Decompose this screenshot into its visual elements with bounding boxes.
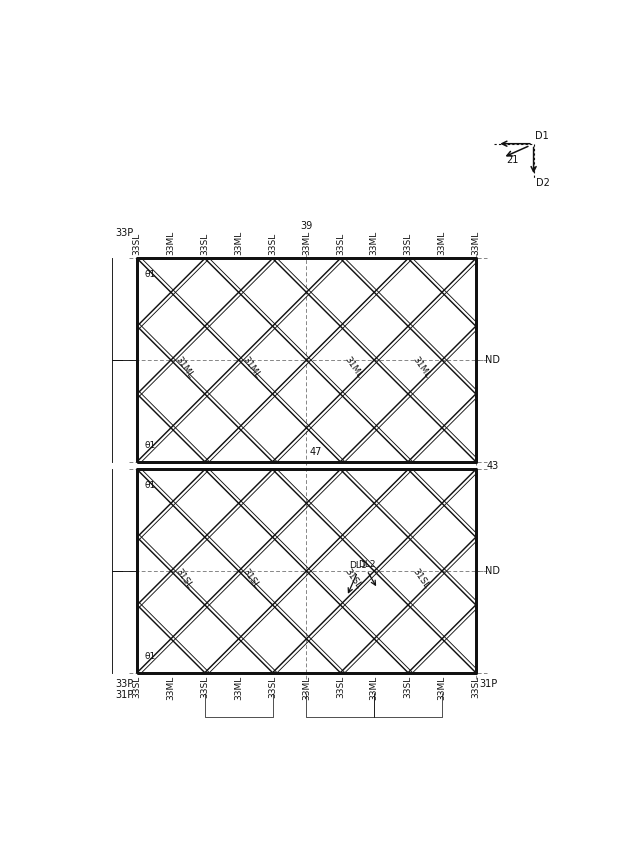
- Text: 31ML: 31ML: [410, 355, 431, 380]
- Text: 33SL: 33SL: [200, 233, 209, 255]
- Text: 33ML: 33ML: [302, 231, 311, 255]
- Text: θ1: θ1: [145, 481, 156, 490]
- Text: ND: ND: [485, 355, 500, 365]
- Text: 47: 47: [310, 447, 322, 457]
- Text: θ1: θ1: [145, 441, 156, 450]
- Text: D1: D1: [535, 131, 549, 141]
- Text: 33SL: 33SL: [132, 676, 141, 698]
- Text: 31SL: 31SL: [173, 567, 193, 591]
- Text: 33SL: 33SL: [471, 676, 481, 698]
- Text: 31ML: 31ML: [241, 355, 262, 380]
- Text: 33P: 33P: [116, 228, 134, 238]
- Text: 33ML: 33ML: [438, 676, 447, 700]
- Text: 31SL: 31SL: [241, 567, 261, 591]
- Text: 33ML: 33ML: [370, 231, 379, 255]
- Text: D2: D2: [536, 178, 550, 187]
- Text: 33ML: 33ML: [234, 676, 243, 700]
- Text: 33ML: 33ML: [302, 676, 311, 700]
- Text: 33SL: 33SL: [268, 676, 277, 698]
- Text: 31SL: 31SL: [342, 567, 363, 591]
- Text: 33ML: 33ML: [166, 676, 175, 700]
- Text: 33P: 33P: [116, 679, 134, 688]
- Text: 31ML: 31ML: [342, 355, 364, 380]
- Text: 33SL: 33SL: [200, 676, 209, 698]
- Text: 33ML: 33ML: [166, 231, 175, 255]
- Text: ND: ND: [485, 566, 500, 576]
- Text: 33ML: 33ML: [471, 231, 481, 255]
- Text: θ1: θ1: [145, 652, 156, 661]
- Text: 33SL: 33SL: [132, 233, 141, 255]
- Text: θ1: θ1: [145, 270, 156, 279]
- Text: 33SL: 33SL: [268, 233, 277, 255]
- Text: 31P: 31P: [479, 679, 497, 688]
- Text: 43: 43: [486, 460, 499, 471]
- Text: 31ML: 31ML: [173, 355, 195, 380]
- Text: 31P: 31P: [116, 689, 134, 700]
- Text: 33SL: 33SL: [336, 233, 345, 255]
- Text: 33ML: 33ML: [370, 676, 379, 700]
- Text: 39: 39: [300, 220, 312, 231]
- Text: 33SL: 33SL: [404, 676, 413, 698]
- Text: 33SL: 33SL: [336, 676, 345, 698]
- Text: DL2: DL2: [358, 560, 376, 568]
- Text: 33ML: 33ML: [438, 231, 447, 255]
- Text: 33ML: 33ML: [234, 231, 243, 255]
- Text: 33SL: 33SL: [404, 233, 413, 255]
- Text: DL1: DL1: [349, 562, 366, 570]
- Text: 31SL: 31SL: [410, 567, 431, 591]
- Text: 21: 21: [506, 155, 518, 165]
